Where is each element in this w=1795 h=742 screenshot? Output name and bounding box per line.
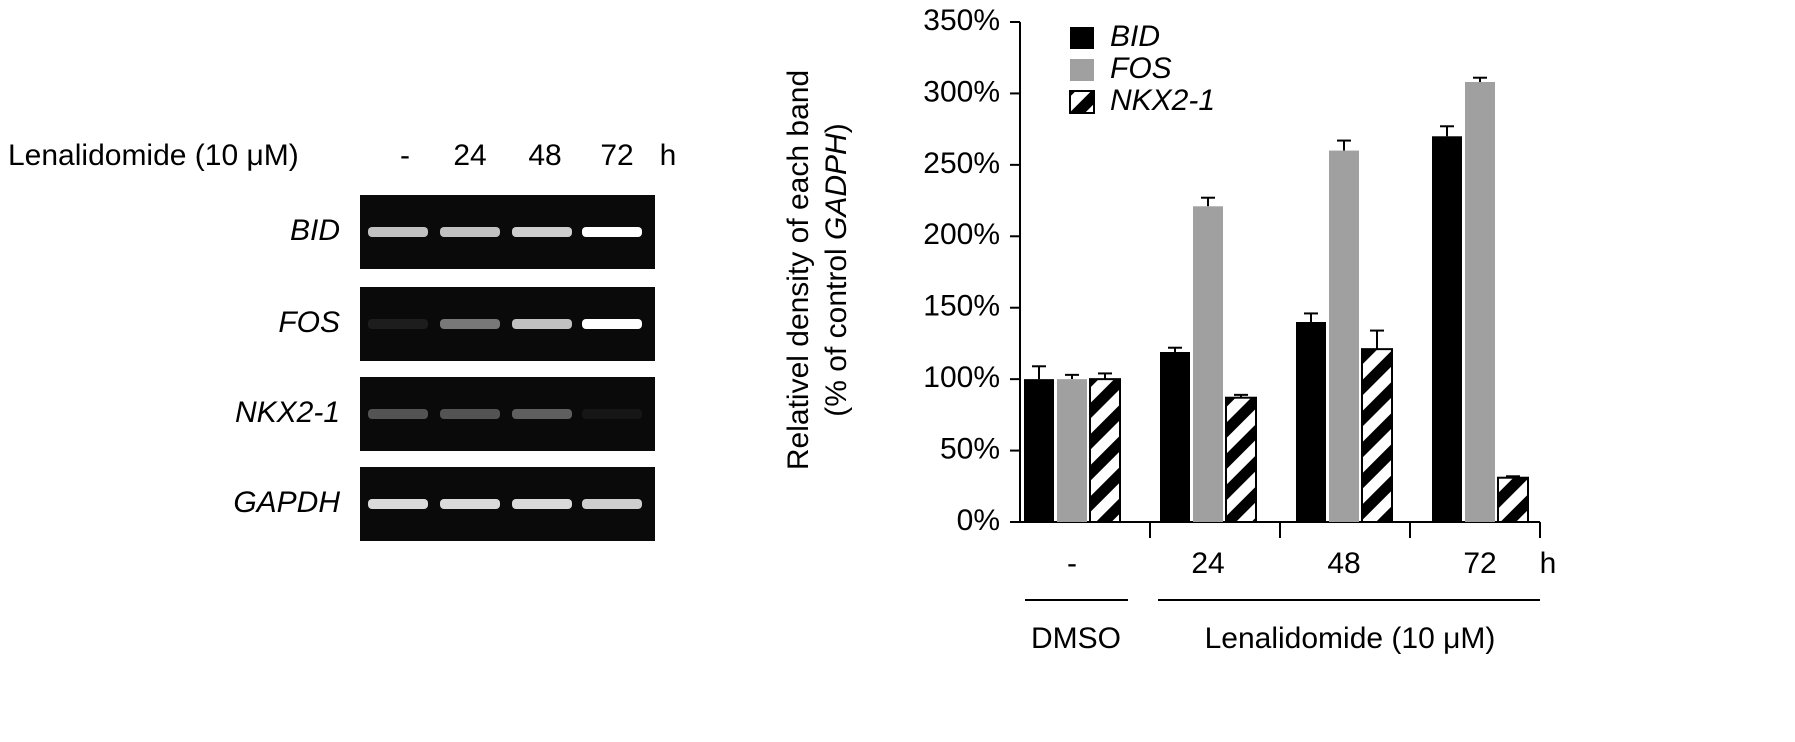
- gel-panel: [360, 377, 655, 451]
- y-tick-label: 150%: [923, 290, 1000, 323]
- legend-label: NKX2-1: [1110, 84, 1215, 117]
- bar: [1193, 206, 1223, 523]
- lane-label: -: [400, 139, 410, 172]
- legend-swatch: [1070, 59, 1094, 81]
- gel-band: [368, 319, 428, 329]
- x-tick-label: 24: [1191, 547, 1224, 580]
- gel-header: Lenalidomide (10 μM): [8, 139, 299, 172]
- row-label: FOS: [278, 306, 340, 339]
- legend-label: BID: [1110, 20, 1160, 53]
- gel-band: [512, 319, 572, 329]
- gel-band: [368, 499, 428, 509]
- legend-swatch: [1069, 90, 1095, 114]
- bar: [1497, 476, 1529, 524]
- gel-band: [440, 227, 500, 237]
- bar: [1057, 379, 1087, 522]
- lane-label: 72: [600, 139, 633, 172]
- legend-swatch: [1070, 27, 1094, 49]
- y-tick-label: 250%: [923, 147, 1000, 180]
- gel-band: [582, 409, 642, 419]
- row-label: NKX2-1: [235, 396, 340, 429]
- x-unit: h: [1540, 547, 1557, 580]
- gel-band: [440, 319, 500, 329]
- gel-unit: h: [660, 139, 677, 172]
- bar: [1432, 136, 1462, 523]
- lane-label: 24: [453, 139, 486, 172]
- x-tick-label: 72: [1463, 547, 1496, 580]
- gel-band: [368, 409, 428, 419]
- bar: [1296, 322, 1326, 522]
- bar: [1089, 378, 1121, 523]
- x-tick-label: 48: [1327, 547, 1360, 580]
- gel-band: [582, 319, 642, 329]
- gel-band: [440, 409, 500, 419]
- lane-label: 48: [528, 139, 561, 172]
- gel-band: [368, 227, 428, 237]
- y-tick-label: 0%: [957, 504, 1000, 537]
- y-tick-label: 350%: [923, 4, 1000, 37]
- y-tick-label: 200%: [923, 218, 1000, 251]
- bar: [1329, 150, 1359, 523]
- gel-band: [440, 499, 500, 509]
- y-tick-label: 300%: [923, 75, 1000, 108]
- y-label: Relativel density of each band: [782, 70, 815, 470]
- group-label: DMSO: [1031, 622, 1121, 655]
- gel-band: [582, 499, 642, 509]
- y-tick-label: 50%: [940, 432, 1000, 465]
- bar: [1024, 379, 1054, 522]
- bar: [1465, 82, 1495, 522]
- row-label: BID: [290, 214, 340, 247]
- gel-band: [582, 227, 642, 237]
- bar: [1361, 348, 1393, 523]
- gel-band: [512, 227, 572, 237]
- gel-band: [512, 499, 572, 509]
- y-label-2: (% of control GADPH): [820, 123, 853, 416]
- row-label: GAPDH: [233, 486, 340, 519]
- legend-label: FOS: [1110, 52, 1172, 85]
- x-tick-label: -: [1067, 547, 1077, 580]
- bar: [1160, 352, 1190, 522]
- gel-band: [512, 409, 572, 419]
- group-label: Lenalidomide (10 μM): [1205, 622, 1496, 655]
- y-tick-label: 100%: [923, 361, 1000, 394]
- bar: [1225, 396, 1257, 524]
